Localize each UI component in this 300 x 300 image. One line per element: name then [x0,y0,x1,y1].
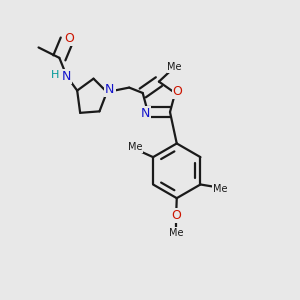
Text: Me: Me [169,228,183,238]
Text: N: N [105,83,115,96]
Text: O: O [171,209,181,222]
Text: O: O [172,85,182,98]
Text: H: H [51,70,59,80]
Text: Me: Me [128,142,142,152]
Text: N: N [141,107,150,120]
Text: Me: Me [212,184,227,194]
Text: N: N [61,70,71,83]
Text: Me: Me [167,62,182,72]
Text: O: O [64,32,74,45]
